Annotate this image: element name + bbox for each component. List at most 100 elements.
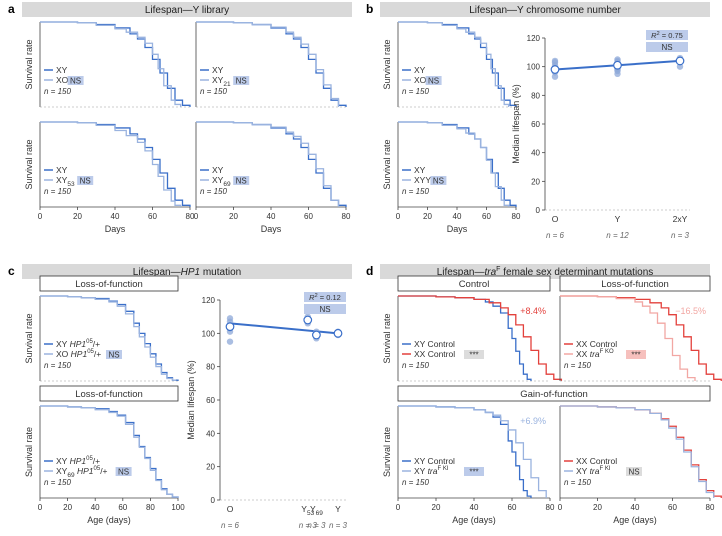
- x-tick-label: 0: [396, 503, 401, 512]
- x-tick-label: 40: [453, 212, 462, 221]
- legend-label: XY53: [56, 175, 75, 188]
- x-tick-label: 80: [186, 212, 195, 221]
- legend-label: XY Control: [414, 339, 455, 349]
- significance-label: NS: [433, 177, 444, 186]
- significance-badge: [67, 76, 84, 85]
- data-point: [614, 56, 621, 63]
- sample-size-label: n = 150: [402, 187, 429, 196]
- legend-label: XY69 HP105/+: [56, 466, 108, 479]
- y-axis-label: Survival rate: [382, 139, 392, 189]
- legend-label: XY: [414, 165, 426, 175]
- group-n-label: n = 6: [546, 231, 565, 240]
- x-axis-label: Age (days): [452, 515, 496, 525]
- x-tick-label: O: [552, 214, 559, 224]
- x-tick-label: 20: [423, 212, 432, 221]
- x-tick-label: 60: [508, 503, 517, 512]
- survival-curve: [398, 121, 510, 207]
- significance-badge: [464, 467, 484, 476]
- significance-badge: [304, 304, 346, 314]
- group-box-loss-box: [559, 275, 711, 292]
- group-box-c-top-box: [39, 275, 179, 292]
- group-box-control-box: [397, 275, 551, 292]
- survival-curve: [196, 121, 340, 207]
- fit-line: [229, 322, 339, 335]
- legend-label: XY HP105/+: [56, 339, 100, 349]
- x-axis-label: Age (days): [87, 515, 131, 525]
- sample-size-label: n = 150: [402, 478, 429, 487]
- group-n-label: n = 12: [606, 231, 629, 240]
- sample-size-label: n = 150: [44, 187, 71, 196]
- significance-label: NS: [236, 177, 247, 186]
- r2-badge: [304, 292, 346, 302]
- legend-label: XX Control: [576, 456, 617, 466]
- significance-label: NS: [661, 43, 672, 52]
- y-axis-label: Survival rate: [382, 39, 392, 89]
- y-tick-label: 120: [527, 34, 541, 43]
- significance-badge: [425, 76, 442, 85]
- y-tick-label: 60: [531, 120, 540, 129]
- percent-change-label: −16.5%: [675, 306, 706, 316]
- y-axis-label: Survival rate: [24, 139, 34, 189]
- panel-header-bar-b: [380, 2, 710, 17]
- x-tick-label: 60: [482, 212, 491, 221]
- significance-badge: [115, 467, 132, 476]
- x-tick-label: 20: [432, 503, 441, 512]
- panel-title-b: Lifespan—Y chromosome number: [469, 5, 621, 16]
- significance-badge: [106, 350, 122, 359]
- data-point: [226, 338, 234, 345]
- legend-label: XY: [212, 165, 224, 175]
- significance-badge: [464, 350, 484, 359]
- mean-point: [613, 60, 622, 70]
- mean-point: [550, 65, 560, 74]
- survival-curve: [40, 121, 182, 207]
- legend-label: XY: [56, 165, 68, 175]
- group-n-label: n = 3: [329, 521, 348, 530]
- legend-label: XY69: [212, 175, 231, 188]
- survival-curve: [196, 21, 340, 107]
- y-tick-label: 0: [211, 496, 216, 505]
- group-n-label: n = 6: [221, 521, 240, 530]
- legend-label: XO HP105/+: [56, 349, 101, 359]
- significance-badge: [77, 176, 94, 185]
- sample-size-label: n = 150: [44, 361, 71, 370]
- legend-label: XY traF KI: [576, 466, 611, 476]
- sample-size-label: n = 150: [564, 478, 591, 487]
- x-tick-label: 0: [396, 212, 401, 221]
- significance-label: NS: [118, 468, 129, 477]
- survival-curve: [398, 405, 547, 498]
- y-tick-label: 40: [206, 429, 215, 438]
- legend-label: XX Control: [576, 339, 617, 349]
- x-axis-label: Days: [447, 224, 468, 234]
- sample-size-label: n = 150: [200, 187, 227, 196]
- significance-label: ***: [469, 468, 478, 477]
- significance-label: NS: [70, 77, 81, 86]
- r2-badge: [646, 30, 688, 40]
- panel-letter-a: a: [8, 2, 15, 16]
- subplot-b3: 0 20 40 60 80 100 120 Median lifespan (%) On = 6…: [511, 30, 690, 240]
- survival-curve: [560, 405, 715, 498]
- survival-curve: [398, 21, 510, 107]
- x-tick-label: 80: [546, 503, 555, 512]
- legend-label: XO: [56, 75, 69, 85]
- sample-size-label: n = 150: [44, 478, 71, 487]
- subplot-d3: 0 20 40 60 80 Age (days) Survival rate XY Contr…: [382, 405, 555, 525]
- mean-point: [303, 315, 313, 325]
- legend-label: XY Control: [414, 456, 455, 466]
- survival-curve: [560, 295, 696, 381]
- subplot-c2: 0 20 40 60 80 100 Age (days) Survival rate XY HP…: [24, 405, 185, 525]
- panel-title-c: Lifespan—HP1 mutation: [133, 267, 241, 278]
- legend-label: XX Control: [414, 349, 455, 359]
- survival-curve: [40, 405, 179, 498]
- sample-size-label: n = 150: [564, 361, 591, 370]
- y-axis-label: Survival rate: [24, 427, 34, 477]
- x-axis-label: Days: [261, 224, 282, 234]
- y-tick-label: 100: [202, 329, 216, 338]
- group-box-loss-label: Loss-of-function: [601, 279, 669, 290]
- y-tick-label: 20: [531, 177, 540, 186]
- legend-label: XY traF KI: [414, 466, 449, 476]
- y-tick-label: 80: [206, 363, 215, 372]
- x-tick-label: 80: [146, 503, 155, 512]
